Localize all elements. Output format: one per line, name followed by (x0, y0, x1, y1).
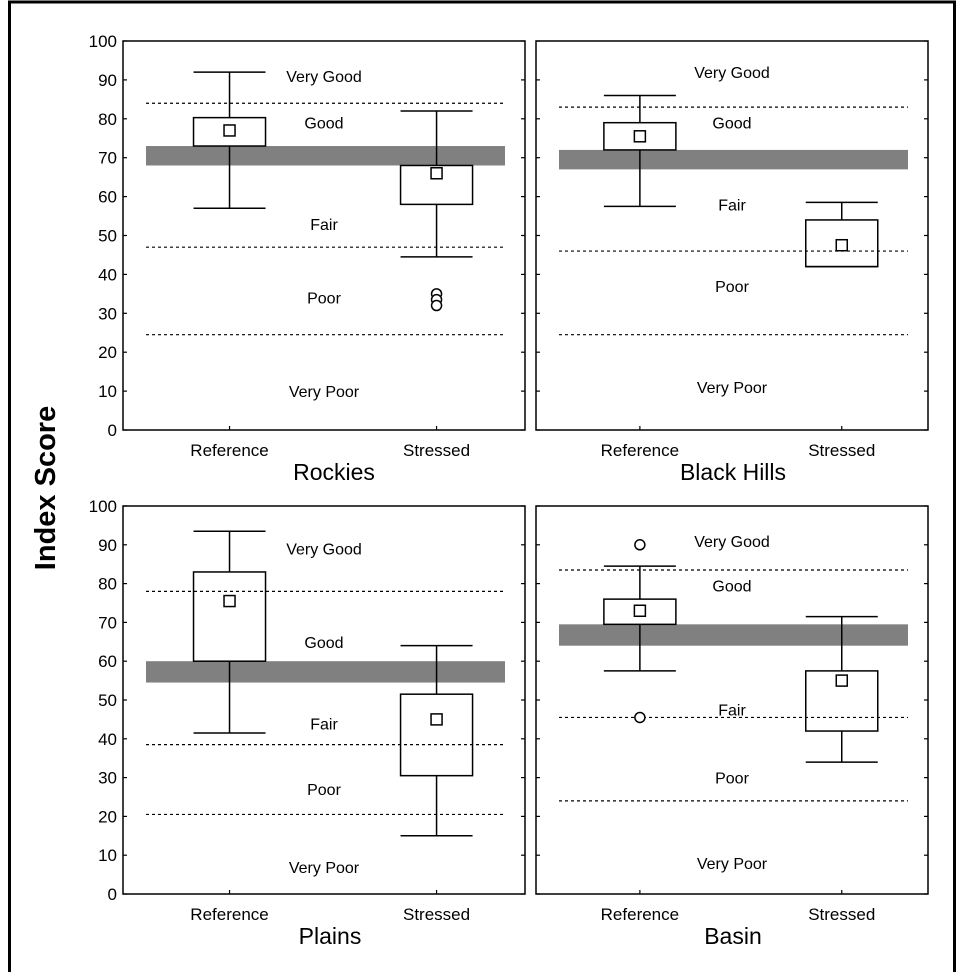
rockies-panel-frame (122, 40, 526, 431)
plains-ytick-label-5: 50 (98, 691, 117, 710)
basin-reference-outlier-0 (634, 539, 646, 551)
black-hills-stressed-box (805, 219, 879, 268)
rockies-zone-label-1: Good (304, 116, 343, 133)
plains-ytick-label-2: 20 (98, 807, 117, 826)
plains-reference-box (192, 571, 267, 662)
rockies-ytick-label-1: 10 (98, 382, 117, 401)
rockies-ytick-label-10: 100 (89, 32, 117, 51)
black-hills-category-label-0: Reference (601, 441, 679, 460)
black-hills-reference-box (603, 121, 677, 151)
rockies-category-label-1: Stressed (403, 441, 470, 460)
plains-stressed-box (399, 693, 474, 777)
plains-ytick-label-3: 30 (98, 769, 117, 788)
y-axis-title: Index Score (30, 406, 62, 570)
basin-stressed-box (805, 670, 879, 732)
rockies-zone-label-0: Very Good (286, 69, 362, 86)
plains-ytick-label-9: 90 (98, 536, 117, 555)
box-plot-figure: Index Score Very Good Good Fair Poor Very Poo… (8, 0, 956, 972)
black-hills-threshold-band (559, 149, 908, 170)
rockies-zone-label-4: Very Poor (289, 384, 360, 401)
plains-category-label-1: Stressed (403, 905, 470, 924)
black-hills-zone-label-4: Very Poor (697, 380, 768, 397)
basin-zone-label-4: Very Poor (697, 856, 768, 873)
rockies-threshold-band (146, 146, 505, 166)
basin-category-label-1: Stressed (808, 905, 875, 924)
plains-ytick-label-8: 80 (98, 575, 117, 594)
rockies-ytick-label-6: 60 (98, 188, 117, 207)
plains-zone-label-2: Fair (310, 716, 338, 733)
rockies-ytick-label-0: 0 (108, 421, 117, 440)
rockies-reference-mean-marker (223, 124, 236, 137)
figure-frame: Index Score Very Good Good Fair Poor Very Poo… (8, 0, 956, 972)
basin-panel-title: Basin (704, 923, 762, 949)
plains-ytick-label-6: 60 (98, 652, 117, 671)
rockies-zone-label-2: Fair (310, 217, 338, 234)
rockies-ytick-label-8: 80 (98, 110, 117, 129)
basin-zone-label-2: Fair (718, 703, 746, 720)
plains-ytick-label-7: 70 (98, 613, 117, 632)
basin-reference-outlier-1 (634, 711, 646, 724)
black-hills-zone-label-2: Fair (718, 197, 746, 214)
rockies-reference-box (192, 116, 267, 147)
plains-ytick-label-10: 100 (89, 497, 117, 516)
plains-panel-title: Plains (299, 923, 362, 949)
basin-reference-box (603, 598, 677, 626)
black-hills-panel-title: Black Hills (680, 459, 786, 485)
black-hills-stressed-mean-marker (835, 238, 849, 252)
basin-zone-label-3: Poor (715, 771, 749, 788)
plains-ytick-label-4: 40 (98, 730, 117, 749)
rockies-stressed-mean-marker (430, 167, 443, 180)
black-hills-panel-frame (535, 40, 929, 431)
black-hills-zone-label-3: Poor (715, 279, 749, 296)
rockies-stressed-box (399, 164, 474, 206)
plains-zone-label-3: Poor (307, 782, 341, 799)
rockies-ytick-label-9: 90 (98, 71, 117, 90)
plains-zone-label-1: Good (304, 635, 343, 652)
plains-zone-label-0: Very Good (286, 542, 362, 559)
rockies-stressed-outlier-2 (430, 299, 443, 312)
plains-reference-mean-marker (223, 594, 236, 608)
rockies-ytick-label-5: 50 (98, 227, 117, 246)
plains-zone-label-4: Very Poor (289, 860, 360, 877)
basin-reference-mean-marker (633, 604, 647, 618)
rockies-ytick-label-4: 40 (98, 265, 117, 284)
black-hills-zone-label-1: Good (712, 116, 751, 133)
basin-zone-label-0: Very Good (694, 534, 770, 551)
black-hills-category-label-1: Stressed (808, 441, 875, 460)
rockies-zone-label-3: Poor (307, 291, 341, 308)
black-hills-zone-label-0: Very Good (694, 65, 770, 82)
rockies-ytick-label-7: 70 (98, 149, 117, 168)
basin-threshold-band (559, 624, 908, 646)
rockies-ytick-label-3: 30 (98, 304, 117, 323)
basin-panel-frame (535, 505, 929, 895)
basin-zone-label-1: Good (712, 579, 751, 596)
basin-category-label-0: Reference (601, 905, 679, 924)
rockies-category-label-0: Reference (190, 441, 268, 460)
plains-stressed-mean-marker (430, 713, 443, 726)
black-hills-reference-mean-marker (633, 130, 647, 143)
rockies-panel-title: Rockies (293, 459, 375, 485)
plains-ytick-label-1: 10 (98, 846, 117, 865)
plains-category-label-0: Reference (190, 905, 268, 924)
rockies-ytick-label-2: 20 (98, 343, 117, 362)
plains-ytick-label-0: 0 (108, 885, 117, 904)
basin-stressed-mean-marker (835, 674, 849, 687)
plains-threshold-band (146, 661, 505, 683)
